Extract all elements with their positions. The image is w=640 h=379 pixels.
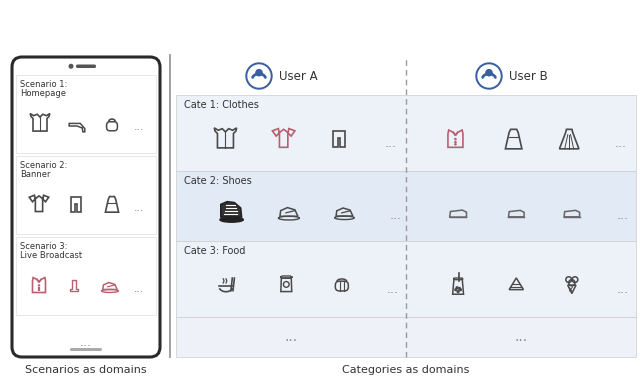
Circle shape	[476, 63, 502, 89]
Text: Cate 3: Food: Cate 3: Food	[184, 246, 245, 256]
Text: Categories as domains: Categories as domains	[342, 365, 470, 375]
Text: ...: ...	[134, 284, 144, 294]
Text: ...: ...	[134, 204, 144, 213]
FancyBboxPatch shape	[176, 95, 636, 171]
FancyBboxPatch shape	[16, 75, 156, 153]
Circle shape	[246, 63, 272, 89]
Text: Banner: Banner	[20, 170, 51, 179]
Text: ...: ...	[384, 136, 396, 150]
Circle shape	[458, 287, 460, 289]
FancyBboxPatch shape	[12, 57, 160, 357]
FancyBboxPatch shape	[16, 156, 156, 234]
Text: ...: ...	[387, 283, 399, 296]
Text: ...: ...	[617, 283, 628, 296]
Text: ...: ...	[617, 209, 628, 222]
Text: ...: ...	[614, 136, 626, 150]
Text: Scenarios as domains: Scenarios as domains	[25, 365, 147, 375]
Text: User A: User A	[279, 69, 317, 83]
Circle shape	[456, 287, 458, 289]
Circle shape	[460, 289, 461, 291]
Circle shape	[38, 287, 40, 288]
Ellipse shape	[220, 217, 243, 222]
Text: Scenario 1:: Scenario 1:	[20, 80, 67, 89]
FancyBboxPatch shape	[16, 237, 156, 315]
Text: Scenario 3:: Scenario 3:	[20, 242, 67, 251]
Text: Cate 1: Clothes: Cate 1: Clothes	[184, 100, 259, 110]
Text: ...: ...	[80, 337, 92, 349]
Text: ...: ...	[515, 330, 527, 344]
Circle shape	[455, 138, 456, 140]
Circle shape	[457, 291, 459, 293]
Text: Scenario 2:: Scenario 2:	[20, 161, 67, 170]
Polygon shape	[221, 202, 241, 217]
Text: Homepage: Homepage	[20, 89, 66, 98]
Circle shape	[486, 70, 492, 76]
Circle shape	[455, 289, 457, 291]
Circle shape	[478, 65, 500, 87]
Circle shape	[248, 65, 270, 87]
Text: User B: User B	[509, 69, 548, 83]
Text: ...: ...	[134, 122, 144, 132]
FancyBboxPatch shape	[176, 241, 636, 317]
Text: Cate 2: Shoes: Cate 2: Shoes	[184, 176, 252, 186]
Text: Live Broadcast: Live Broadcast	[20, 251, 82, 260]
Circle shape	[455, 141, 456, 143]
Text: ...: ...	[390, 209, 401, 222]
Text: ...: ...	[284, 330, 298, 344]
Circle shape	[455, 144, 456, 145]
Circle shape	[69, 64, 73, 68]
FancyBboxPatch shape	[76, 64, 96, 68]
FancyBboxPatch shape	[70, 348, 102, 351]
FancyBboxPatch shape	[176, 171, 636, 241]
FancyBboxPatch shape	[176, 317, 636, 357]
Circle shape	[256, 70, 262, 76]
Circle shape	[38, 285, 40, 286]
